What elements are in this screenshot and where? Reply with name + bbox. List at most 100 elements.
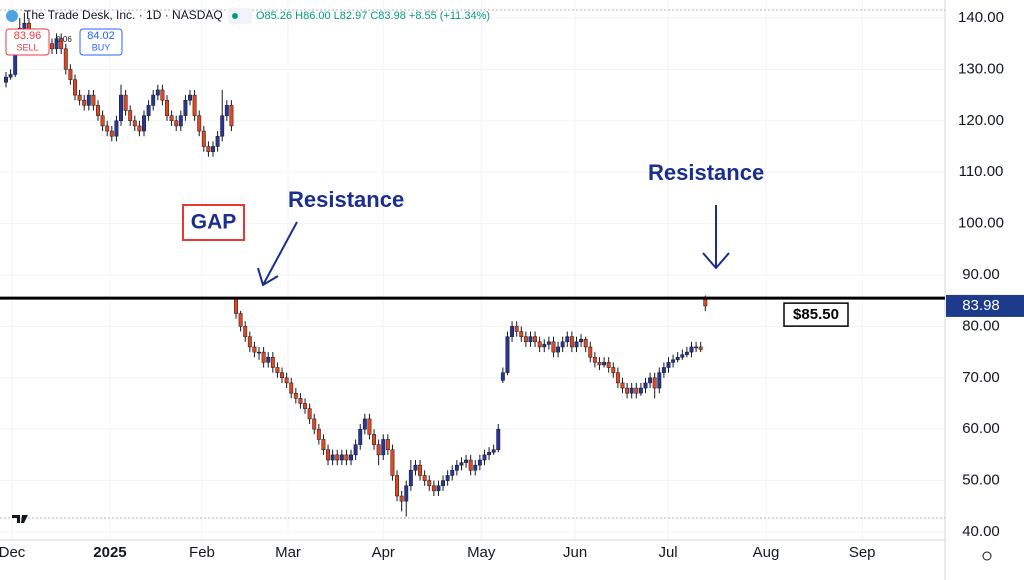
symbol: The Trade Desk, Inc. · 1D · NASDAQ xyxy=(24,8,223,22)
candle-body xyxy=(583,338,588,348)
candle-body xyxy=(316,428,321,440)
sell-price: 83.96 xyxy=(14,30,42,42)
candle-body xyxy=(137,125,142,132)
buy-label: BUY xyxy=(92,42,111,52)
arrow xyxy=(262,221,298,286)
candle-body xyxy=(574,341,579,348)
candle-body xyxy=(247,336,252,348)
candle-body xyxy=(413,464,418,471)
sell-button[interactable] xyxy=(5,28,50,56)
candle-body xyxy=(54,38,59,50)
candle-body xyxy=(339,454,344,461)
resistance-label-box xyxy=(783,302,849,327)
candle-body xyxy=(96,105,100,116)
candle-body xyxy=(395,475,399,497)
status-dot xyxy=(232,13,238,19)
candle-body xyxy=(151,94,156,106)
candle-body xyxy=(114,120,119,137)
plot xyxy=(4,12,708,517)
gap-label: GAP xyxy=(191,211,237,234)
candle-body xyxy=(565,336,570,343)
candle-body xyxy=(528,336,533,343)
candle-body xyxy=(257,351,261,354)
candle-body xyxy=(206,146,211,152)
candle-body xyxy=(183,99,188,116)
candle-body xyxy=(132,120,137,127)
last-price-label: 83.98 xyxy=(962,297,1000,314)
candle-body xyxy=(611,367,616,373)
candle-body xyxy=(192,94,197,116)
candle-body xyxy=(657,372,662,389)
candle-body xyxy=(188,94,192,101)
arrow-head xyxy=(257,267,279,287)
candle-body xyxy=(174,120,179,127)
candle-body xyxy=(284,377,289,384)
candle-body xyxy=(620,382,625,389)
candle-body xyxy=(293,392,298,399)
candle-body xyxy=(500,372,505,381)
candle-body xyxy=(441,480,446,486)
candle-body xyxy=(243,326,248,337)
candle-body xyxy=(431,485,436,492)
candle-body xyxy=(289,382,294,394)
candle-body xyxy=(353,444,358,456)
buy-button[interactable] xyxy=(79,28,123,56)
candle-body xyxy=(63,48,68,70)
candle-body xyxy=(270,356,275,368)
candle-body xyxy=(652,377,657,389)
x-tick-label: May xyxy=(467,544,496,561)
candle-body xyxy=(675,356,680,361)
candle-body xyxy=(298,398,303,404)
candle-body xyxy=(661,367,666,373)
candle-body xyxy=(165,99,169,116)
candle-body xyxy=(408,470,413,486)
candle-body xyxy=(82,99,87,106)
candle-body xyxy=(588,346,593,358)
candle-body xyxy=(523,336,528,343)
candle-body xyxy=(229,105,234,127)
candle-body xyxy=(50,43,54,50)
candle-body xyxy=(275,367,280,373)
candle-body xyxy=(367,418,372,435)
status-badge[interactable] xyxy=(228,8,252,24)
candle-body xyxy=(8,74,13,78)
candle-body xyxy=(436,485,441,492)
candle-body xyxy=(703,299,708,307)
candle-body xyxy=(238,313,243,327)
candle-body xyxy=(100,115,105,127)
candle-body xyxy=(326,449,330,461)
candle-body xyxy=(514,326,519,332)
candle-body xyxy=(330,454,335,461)
candle-body xyxy=(201,130,206,147)
candle-body xyxy=(542,344,547,348)
candle-body xyxy=(648,377,653,384)
candle-body xyxy=(321,439,326,450)
x-tick-label: Sep xyxy=(849,544,876,561)
y-tick-label: 140.00 xyxy=(958,9,1004,26)
candle-body xyxy=(4,76,8,83)
candle-body xyxy=(22,22,27,29)
x-tick-label: Feb xyxy=(189,544,215,561)
candle-body xyxy=(551,341,556,353)
y-tick-label: 110.00 xyxy=(959,163,1004,180)
candle-body xyxy=(123,94,128,111)
y-tick-label: 70.00 xyxy=(962,369,1000,386)
candle-body xyxy=(533,336,538,343)
candle-body xyxy=(510,326,515,337)
candle-body xyxy=(266,356,271,363)
candle-body xyxy=(473,464,478,471)
candle-body xyxy=(59,38,64,50)
x-tick-label: Dec xyxy=(0,544,26,561)
settings-icon[interactable] xyxy=(982,551,992,561)
candle-body xyxy=(634,387,639,394)
candle-body xyxy=(155,89,160,96)
candle-body xyxy=(491,449,496,453)
candle-body xyxy=(422,475,427,481)
resistance-label: Resistance xyxy=(288,187,404,212)
candle-body xyxy=(381,439,386,456)
x-tick-label: Jul xyxy=(658,544,677,561)
candle-body xyxy=(666,362,671,368)
gap-box xyxy=(182,204,245,241)
candle-body xyxy=(385,439,390,450)
x-tick-label: Jun xyxy=(563,544,587,561)
